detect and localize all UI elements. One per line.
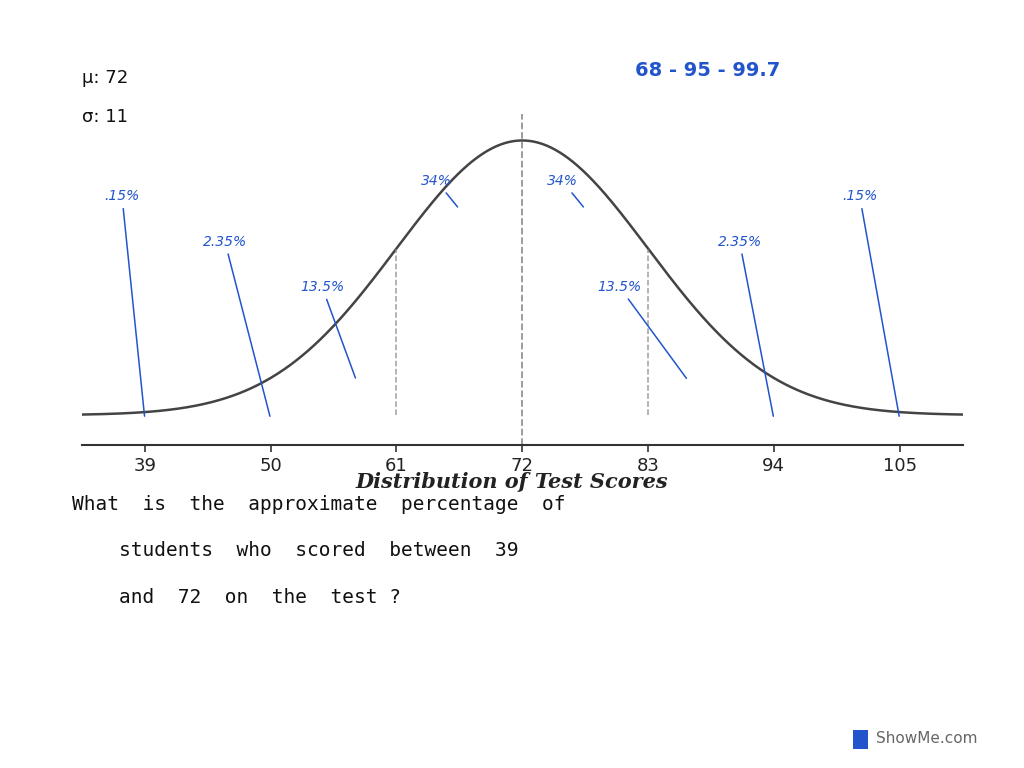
Text: 2.35%: 2.35% — [718, 234, 773, 416]
Text: 34%: 34% — [421, 174, 458, 207]
Text: students  who  scored  between  39: students who scored between 39 — [72, 541, 518, 561]
Text: 34%: 34% — [547, 174, 584, 207]
Text: 68 - 95 - 99.7: 68 - 95 - 99.7 — [635, 61, 780, 81]
Text: ShowMe.com: ShowMe.com — [876, 731, 977, 746]
Text: 2.35%: 2.35% — [203, 234, 270, 416]
Text: .15%: .15% — [842, 189, 899, 416]
Text: 13.5%: 13.5% — [300, 280, 355, 378]
Text: Distribution of Test Scores: Distribution of Test Scores — [355, 472, 669, 492]
Text: .15%: .15% — [104, 189, 144, 416]
Text: and  72  on  the  test ?: and 72 on the test ? — [72, 588, 400, 607]
Text: μ: 72: μ: 72 — [82, 69, 128, 87]
Text: What  is  the  approximate  percentage  of: What is the approximate percentage of — [72, 495, 565, 515]
Text: σ: 11: σ: 11 — [82, 108, 128, 125]
Text: 13.5%: 13.5% — [597, 280, 686, 379]
